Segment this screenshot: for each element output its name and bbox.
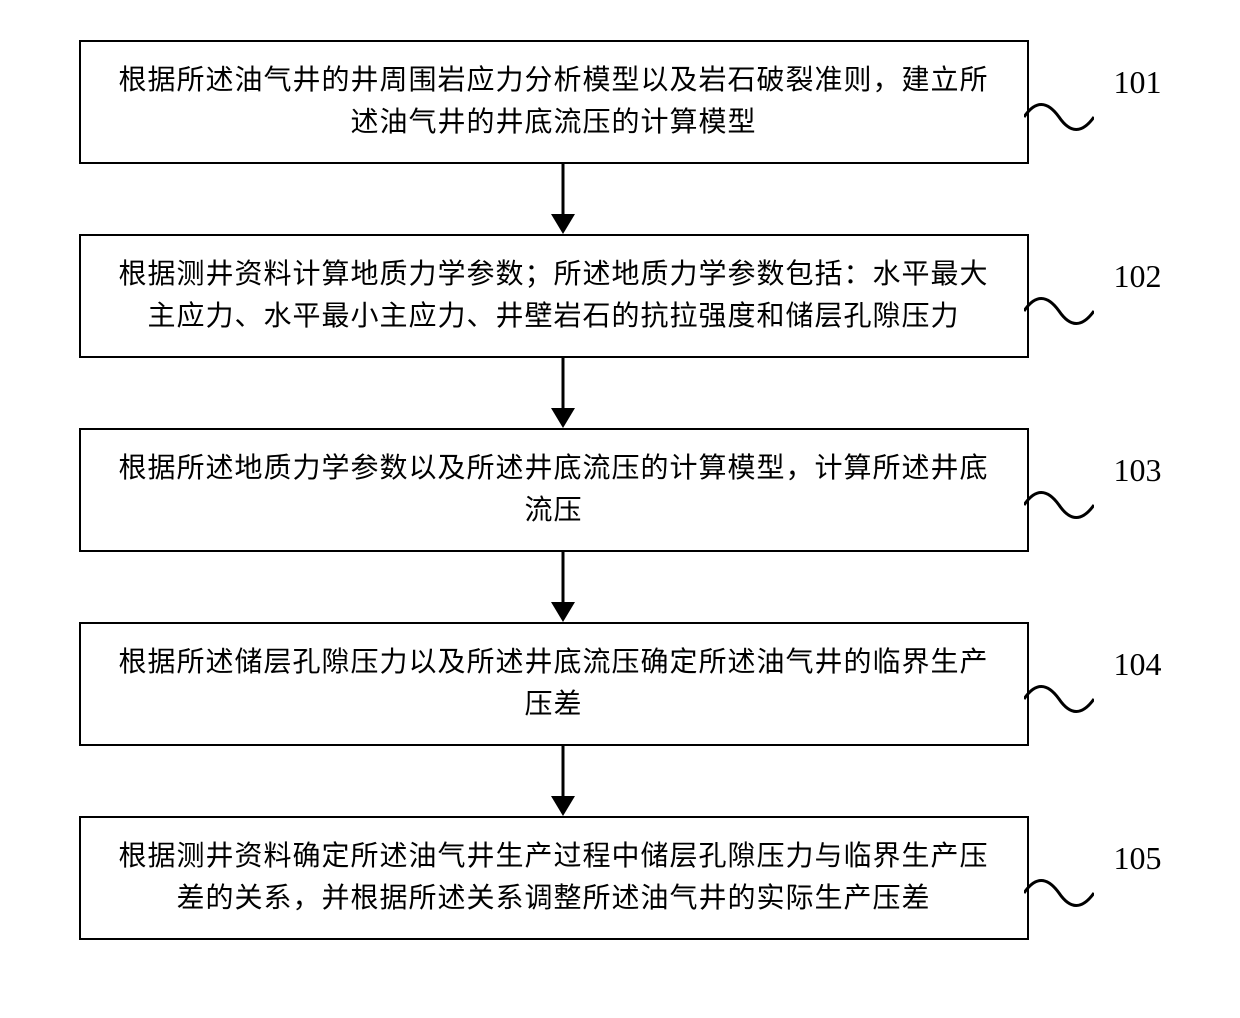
wave-connector-4 xyxy=(1024,679,1094,719)
step-text-3: 根据所述地质力学参数以及所述井底流压的计算模型，计算所述井底流压 xyxy=(118,453,988,526)
step-number-5: 105 xyxy=(1114,840,1162,877)
step-row-1: 根据所述油气井的井周围岩应力分析模型以及岩石破裂准则，建立所述油气井的井底流压的… xyxy=(20,40,1220,164)
flowchart-container: 根据所述油气井的井周围岩应力分析模型以及岩石破裂准则，建立所述油气井的井底流压的… xyxy=(20,40,1220,940)
arrow-1 xyxy=(543,164,583,234)
step-row-5: 根据测井资料确定所述油气井生产过程中储层孔隙压力与临界生产压差的关系，并根据所述… xyxy=(20,816,1220,940)
wave-connector-3 xyxy=(1024,485,1094,525)
step-box-5: 根据测井资料确定所述油气井生产过程中储层孔隙压力与临界生产压差的关系，并根据所述… xyxy=(79,816,1029,940)
step-box-1: 根据所述油气井的井周围岩应力分析模型以及岩石破裂准则，建立所述油气井的井底流压的… xyxy=(79,40,1029,164)
arrow-container-1 xyxy=(88,164,1038,234)
step-text-5: 根据测井资料确定所述油气井生产过程中储层孔隙压力与临界生产压差的关系，并根据所述… xyxy=(118,841,988,914)
arrow-container-2 xyxy=(88,358,1038,428)
wave-connector-5 xyxy=(1024,873,1094,913)
wave-connector-2 xyxy=(1024,291,1094,331)
step-number-2: 102 xyxy=(1114,258,1162,295)
arrow-container-4 xyxy=(88,746,1038,816)
step-row-3: 根据所述地质力学参数以及所述井底流压的计算模型，计算所述井底流压 103 xyxy=(20,428,1220,552)
wave-connector-1 xyxy=(1024,97,1094,137)
step-number-4: 104 xyxy=(1114,646,1162,683)
step-box-2: 根据测井资料计算地质力学参数；所述地质力学参数包括：水平最大主应力、水平最小主应… xyxy=(79,234,1029,358)
step-text-4: 根据所述储层孔隙压力以及所述井底流压确定所述油气井的临界生产压差 xyxy=(118,647,988,720)
step-text-1: 根据所述油气井的井周围岩应力分析模型以及岩石破裂准则，建立所述油气井的井底流压的… xyxy=(118,65,988,138)
step-number-3: 103 xyxy=(1114,452,1162,489)
step-box-4: 根据所述储层孔隙压力以及所述井底流压确定所述油气井的临界生产压差 xyxy=(79,622,1029,746)
arrow-4 xyxy=(543,746,583,816)
step-row-4: 根据所述储层孔隙压力以及所述井底流压确定所述油气井的临界生产压差 104 xyxy=(20,622,1220,746)
arrow-3 xyxy=(543,552,583,622)
arrow-container-3 xyxy=(88,552,1038,622)
step-number-1: 101 xyxy=(1114,64,1162,101)
step-box-3: 根据所述地质力学参数以及所述井底流压的计算模型，计算所述井底流压 xyxy=(79,428,1029,552)
step-text-2: 根据测井资料计算地质力学参数；所述地质力学参数包括：水平最大主应力、水平最小主应… xyxy=(118,259,988,332)
arrow-2 xyxy=(543,358,583,428)
step-row-2: 根据测井资料计算地质力学参数；所述地质力学参数包括：水平最大主应力、水平最小主应… xyxy=(20,234,1220,358)
